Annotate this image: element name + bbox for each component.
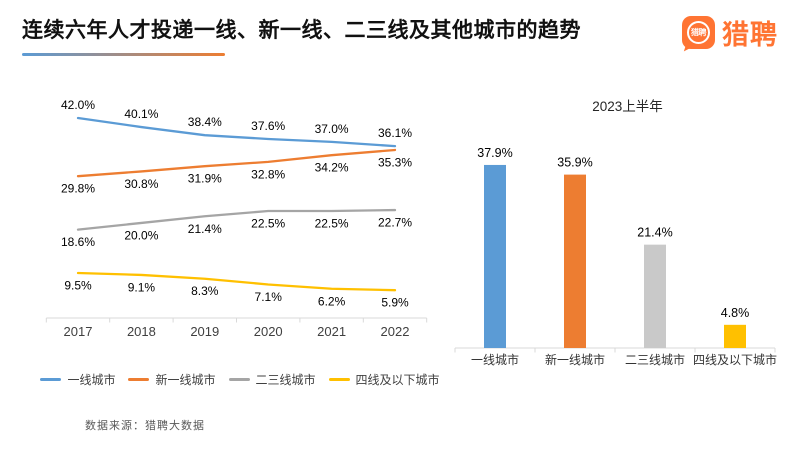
data-label: 20.0% xyxy=(124,228,158,242)
line-chart: 2017 2018 2019 2020 2021 2022 42.0% 40.1% 38.4% 3… xyxy=(45,98,428,339)
bar-category-label: 一线城市 xyxy=(471,352,519,367)
data-label: 38.4% xyxy=(188,115,222,129)
data-label: 30.8% xyxy=(124,177,158,191)
legend-marker xyxy=(328,378,350,381)
x-axis-label: 2019 xyxy=(190,324,219,339)
legend-label: 新一线城市 xyxy=(155,373,216,387)
data-label: 29.8% xyxy=(61,182,95,196)
liepin-logo-ring: 猎聘 xyxy=(687,21,710,44)
legend-item: 一线城市 xyxy=(40,371,115,388)
bar-chart: 37.9% 一线城市 35.9% 新一线城市 21.4% 二三线城市 4.8% 四线及以下城市 xyxy=(454,146,777,367)
data-label: 22.5% xyxy=(251,217,285,231)
series-line xyxy=(76,148,397,178)
series-line xyxy=(76,116,397,148)
page-title: 连续六年人才投递一线、新一线、二三线及其他城市的趋势 xyxy=(22,19,581,42)
liepin-logo-icon: 猎聘 xyxy=(682,16,715,49)
data-source-note: 数据来源：猎聘大数据 xyxy=(85,420,205,432)
bar-chart-title: 2023上半年 xyxy=(592,99,663,114)
legend-label: 四线及以下城市 xyxy=(355,373,440,387)
liepin-logo-icon-label: 猎聘 xyxy=(691,27,707,37)
legend-marker xyxy=(40,378,62,381)
data-label: 22.7% xyxy=(378,216,412,230)
legend-marker xyxy=(128,378,150,381)
x-axis-label: 2018 xyxy=(127,324,156,339)
data-label: 5.9% xyxy=(381,296,409,310)
data-label: 37.0% xyxy=(315,122,349,136)
bar-value-label: 4.8% xyxy=(721,306,750,320)
data-label: 37.6% xyxy=(251,119,285,133)
data-label: 21.4% xyxy=(188,222,222,236)
bar-category-label: 二三线城市 xyxy=(625,352,685,367)
bar-category-label: 新一线城市 xyxy=(545,352,605,367)
series-line xyxy=(76,208,397,231)
data-label: 31.9% xyxy=(188,172,222,186)
data-label: 22.5% xyxy=(315,217,349,231)
bar xyxy=(484,164,506,348)
legend-item: 二三线城市 xyxy=(228,371,316,388)
legend-label: 二三线城市 xyxy=(255,373,316,387)
liepin-logo-wordmark: 猎聘 xyxy=(722,20,778,50)
data-label: 9.1% xyxy=(128,280,156,294)
data-label: 32.8% xyxy=(251,167,285,181)
title-underline xyxy=(22,53,225,56)
data-label: 34.2% xyxy=(315,161,349,175)
bar xyxy=(564,174,586,348)
data-label: 36.1% xyxy=(378,126,412,140)
legend-label: 一线城市 xyxy=(67,373,116,387)
legend-marker xyxy=(228,378,250,381)
data-label: 35.3% xyxy=(378,155,412,169)
bar-category-label: 四线及以下城市 xyxy=(693,352,777,367)
data-label: 7.1% xyxy=(255,290,283,304)
x-axis-label: 2022 xyxy=(381,324,410,339)
data-label: 18.6% xyxy=(61,235,95,249)
data-label: 42.0% xyxy=(61,98,95,112)
bar-value-label: 21.4% xyxy=(637,226,672,240)
x-axis-label: 2020 xyxy=(254,324,283,339)
legend-item: 四线及以下城市 xyxy=(328,371,440,388)
bar xyxy=(724,324,746,348)
x-axis-label: 2017 xyxy=(64,324,93,339)
legend-item: 新一线城市 xyxy=(128,371,216,388)
bar xyxy=(644,244,666,348)
liepin-logo: 猎聘 猎聘 xyxy=(682,13,778,52)
series-line xyxy=(76,271,397,292)
data-label: 9.5% xyxy=(64,279,92,293)
data-label: 40.1% xyxy=(124,107,158,121)
data-label: 6.2% xyxy=(318,294,346,308)
line-chart-legend: 一线城市 新一线城市 二三线城市 四线及以下城市 xyxy=(40,371,440,388)
data-label: 8.3% xyxy=(191,284,219,298)
bar-value-label: 37.9% xyxy=(477,146,512,160)
bar-value-label: 35.9% xyxy=(557,156,592,170)
x-axis-label: 2021 xyxy=(317,324,346,339)
